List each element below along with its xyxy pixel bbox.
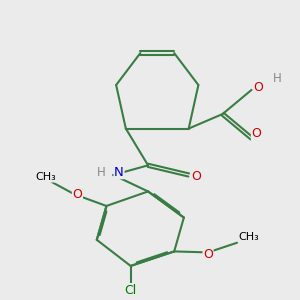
Text: CH₃: CH₃: [238, 232, 259, 242]
Text: H: H: [273, 72, 282, 85]
Text: CH₃: CH₃: [35, 172, 56, 182]
Text: O: O: [73, 188, 82, 201]
Text: O: O: [203, 248, 213, 261]
Text: O: O: [251, 127, 261, 140]
Text: H: H: [97, 166, 106, 178]
Text: N: N: [114, 166, 124, 178]
Text: O: O: [254, 81, 263, 94]
Text: O: O: [191, 170, 201, 183]
Text: Cl: Cl: [124, 284, 137, 297]
